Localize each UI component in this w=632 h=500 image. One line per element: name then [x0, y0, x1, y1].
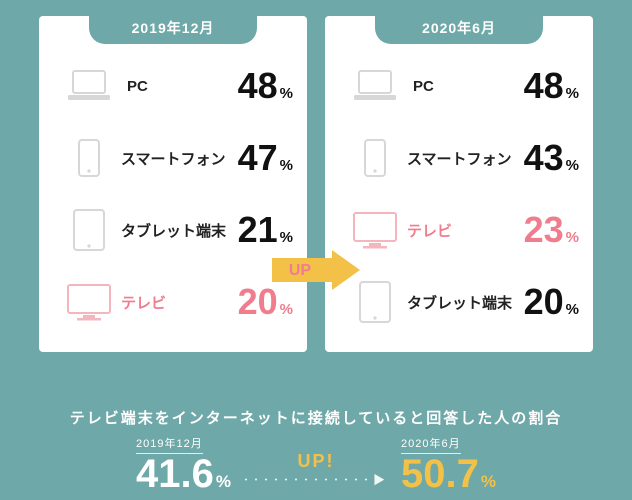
- summary-mid: UP! ･････････････▶: [243, 451, 389, 494]
- panel-tab: 2019年12月: [89, 14, 257, 44]
- summary-left: 2019年12月 41.6%: [136, 434, 231, 494]
- row-pc: PC 48%: [325, 50, 593, 122]
- row-label: タブレット端末: [121, 220, 226, 241]
- row-label: PC: [121, 78, 148, 95]
- comparison-panels: 2019年12月 PC 48% スマートフォン 47%: [0, 0, 632, 352]
- row-value: 48%: [524, 65, 579, 107]
- tablet-icon: [57, 208, 121, 252]
- row-label: スマートフォン: [121, 148, 226, 169]
- summary-right-value: 50.7%: [401, 454, 496, 494]
- up-arrow-badge: UP: [270, 248, 362, 292]
- row-label: タブレット端末: [407, 292, 512, 313]
- smartphone-icon: [343, 138, 407, 178]
- row-tablet: タブレット端末 20%: [325, 266, 593, 338]
- summary-section: テレビ端末をインターネットに接続していると回答した人の割合 2019年12月 4…: [0, 395, 632, 500]
- row-pc: PC 48%: [39, 50, 307, 122]
- panel-2019-12: 2019年12月 PC 48% スマートフォン 47%: [39, 16, 307, 352]
- row-tablet: タブレット端末 21%: [39, 194, 307, 266]
- panel-tab: 2020年6月: [375, 14, 543, 44]
- row-smartphone: スマートフォン 47%: [39, 122, 307, 194]
- row-label: テレビ: [121, 292, 166, 313]
- row-value: 48%: [238, 65, 293, 107]
- row-value: 20%: [524, 281, 579, 323]
- summary-left-value: 41.6%: [136, 454, 231, 494]
- row-value: 47%: [238, 137, 293, 179]
- summary-up-text: UP!: [297, 451, 334, 472]
- panel-rows: PC 48% スマートフォン 47% タブレット端末 21%: [39, 16, 307, 338]
- panel-rows: PC 48% スマートフォン 43% テレビ 23%: [325, 16, 593, 338]
- tv-icon: [343, 210, 407, 250]
- row-label: PC: [407, 78, 434, 95]
- summary-title: テレビ端末をインターネットに接続していると回答した人の割合: [20, 407, 612, 428]
- tv-icon: [57, 282, 121, 322]
- row-label: テレビ: [407, 220, 452, 241]
- panel-2020-06: 2020年6月 PC 48% スマートフォン 43%: [325, 16, 593, 352]
- laptop-icon: [343, 69, 407, 103]
- summary-row: 2019年12月 41.6% UP! ･････････････▶ 2020年6…: [20, 434, 612, 494]
- summary-right: 2020年6月 50.7%: [401, 434, 496, 494]
- laptop-icon: [57, 69, 121, 103]
- row-label: スマートフォン: [407, 148, 512, 169]
- row-value: 43%: [524, 137, 579, 179]
- smartphone-icon: [57, 138, 121, 178]
- row-value: 21%: [238, 209, 293, 251]
- row-tv: テレビ 23%: [325, 194, 593, 266]
- svg-text:UP: UP: [289, 262, 312, 279]
- dotted-arrow-icon: ･････････････▶: [243, 474, 389, 486]
- row-smartphone: スマートフォン 43%: [325, 122, 593, 194]
- row-value: 23%: [524, 209, 579, 251]
- row-tv: テレビ 20%: [39, 266, 307, 338]
